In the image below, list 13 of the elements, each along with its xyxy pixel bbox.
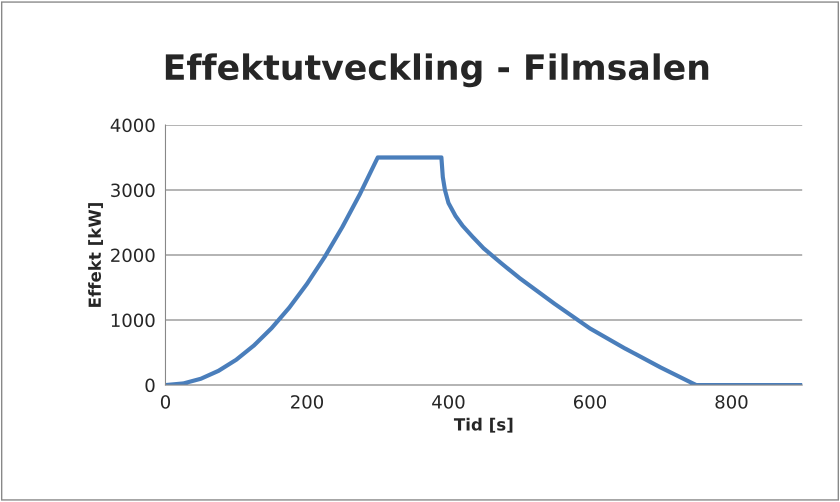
- x-tick-label: 800: [715, 395, 748, 409]
- y-tick-label: 1000: [112, 313, 155, 328]
- chart-title: Effektutveckling - Filmsalen: [166, 53, 708, 88]
- y-tick-label: 0: [145, 378, 155, 392]
- y-tick-label: 3000: [111, 183, 155, 198]
- x-axis-title: Tid [s]: [454, 418, 512, 433]
- y-tick-label: 2000: [111, 248, 155, 262]
- x-tick-label: 400: [432, 395, 464, 409]
- y-axis-title: Effekt [kW]: [88, 203, 103, 307]
- x-tick-label: 0: [160, 395, 170, 409]
- x-tick-label: 600: [574, 395, 606, 409]
- x-tick-label: 200: [291, 395, 324, 409]
- y-tick-label: 4000: [110, 118, 155, 132]
